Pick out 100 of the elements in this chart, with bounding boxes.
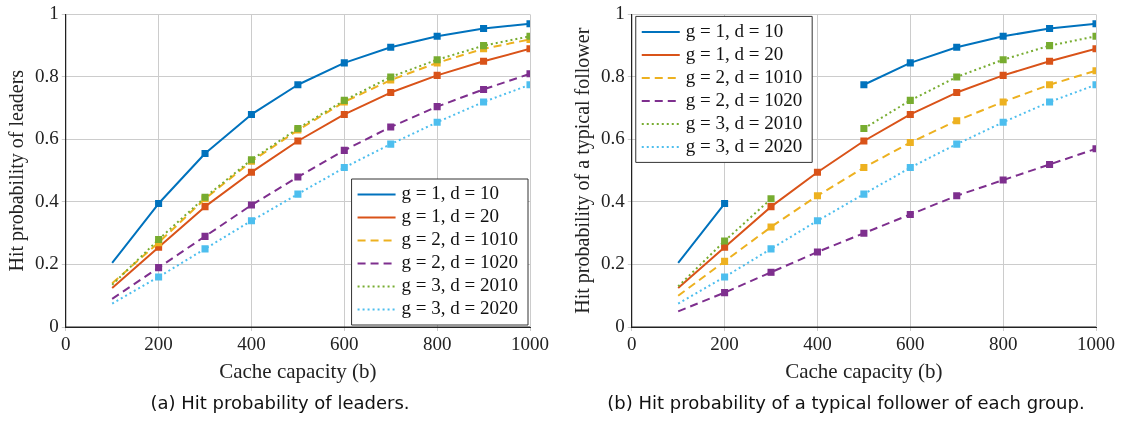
point <box>999 118 1007 126</box>
point <box>201 149 209 158</box>
point <box>906 139 914 147</box>
y-tick-label: 0 <box>615 314 625 336</box>
point <box>247 168 255 176</box>
point <box>813 248 821 256</box>
point <box>906 164 914 172</box>
legend-label: g = 3, d = 2010 <box>401 274 519 296</box>
y-axis-title: Hit probability of a typical follower <box>571 27 595 314</box>
point <box>201 203 209 211</box>
x-tick-label: 1000 <box>511 333 549 355</box>
point <box>294 137 302 145</box>
point <box>953 192 961 200</box>
legend-label: g = 1, d = 10 <box>401 182 500 204</box>
point <box>247 201 255 209</box>
legend-label: g = 2, d = 1010 <box>685 65 803 87</box>
y-tick-label: 0.6 <box>601 127 625 149</box>
point <box>721 289 729 297</box>
point <box>1046 42 1054 50</box>
point <box>433 118 441 126</box>
x-tick-label: 200 <box>144 333 173 355</box>
text: (b) Hit probability of a typical follower of each group. <box>606 392 1086 413</box>
point <box>813 168 821 176</box>
point <box>155 199 163 208</box>
point <box>201 245 209 253</box>
x-tick-label: 200 <box>710 333 739 355</box>
point <box>480 98 488 106</box>
point <box>480 57 488 65</box>
point <box>953 73 961 81</box>
legend-label: g = 2, d = 1020 <box>401 251 519 273</box>
y-tick-label: 0.2 <box>601 252 625 274</box>
point <box>247 217 255 225</box>
point <box>767 245 775 253</box>
point <box>953 140 961 148</box>
point <box>860 229 868 237</box>
point <box>999 56 1007 64</box>
x-tick-label: 600 <box>330 333 359 355</box>
y-tick-label: 0.4 <box>601 189 626 211</box>
y-tick-label: 0.4 <box>35 189 60 211</box>
point <box>767 203 775 211</box>
point <box>953 43 961 51</box>
x-tick-label: 800 <box>422 333 452 355</box>
point <box>294 190 302 198</box>
point <box>247 110 255 118</box>
legend-label: g = 1, d = 20 <box>401 205 500 227</box>
x-tick-label: 1000 <box>1077 333 1115 355</box>
point <box>340 146 348 154</box>
point <box>480 24 488 32</box>
point <box>387 89 395 97</box>
point <box>721 257 729 265</box>
point <box>906 96 914 104</box>
point <box>387 140 395 148</box>
point <box>906 59 914 67</box>
point <box>294 81 302 89</box>
y-tick-label: 1 <box>615 2 625 24</box>
x-axis-title: Cache capacity (b) <box>219 358 377 383</box>
y-tick-label: 0.8 <box>35 64 59 86</box>
point <box>721 237 729 245</box>
point <box>860 137 868 145</box>
point <box>433 103 441 111</box>
legend-label: g = 3, d = 2020 <box>401 297 519 319</box>
point <box>1046 98 1054 106</box>
point <box>1046 160 1054 168</box>
point <box>999 176 1007 184</box>
y-tick-label: 0.6 <box>35 127 59 149</box>
point <box>860 124 868 133</box>
legend-label: g = 2, d = 1020 <box>685 88 803 110</box>
point <box>860 190 868 198</box>
point <box>155 264 163 272</box>
y-tick-label: 0.2 <box>35 252 59 274</box>
point <box>340 59 348 67</box>
legend-label: g = 2, d = 1010 <box>401 228 519 250</box>
point <box>1046 24 1054 32</box>
text: (a) Hit probability of leaders. <box>149 392 411 413</box>
point <box>155 273 163 281</box>
point <box>387 123 395 131</box>
point <box>767 268 775 276</box>
point <box>1046 81 1054 89</box>
point <box>480 85 488 93</box>
x-tick-label: 400 <box>803 333 832 355</box>
legend-label: g = 3, d = 2010 <box>685 111 803 133</box>
x-tick-label: 800 <box>988 333 1018 355</box>
point <box>433 32 441 40</box>
y-tick-label: 0 <box>49 314 59 336</box>
y-tick-label: 1 <box>49 2 59 24</box>
point <box>767 195 775 203</box>
point <box>860 81 868 89</box>
point <box>860 164 868 172</box>
point <box>906 210 914 218</box>
point <box>721 199 729 208</box>
point <box>387 43 395 51</box>
point <box>201 232 209 240</box>
point <box>721 273 729 281</box>
point <box>999 32 1007 40</box>
point <box>953 117 961 125</box>
x-axis-title: Cache capacity (b) <box>785 358 943 383</box>
point <box>813 217 821 225</box>
point <box>433 71 441 79</box>
point <box>294 173 302 181</box>
point <box>953 89 961 97</box>
